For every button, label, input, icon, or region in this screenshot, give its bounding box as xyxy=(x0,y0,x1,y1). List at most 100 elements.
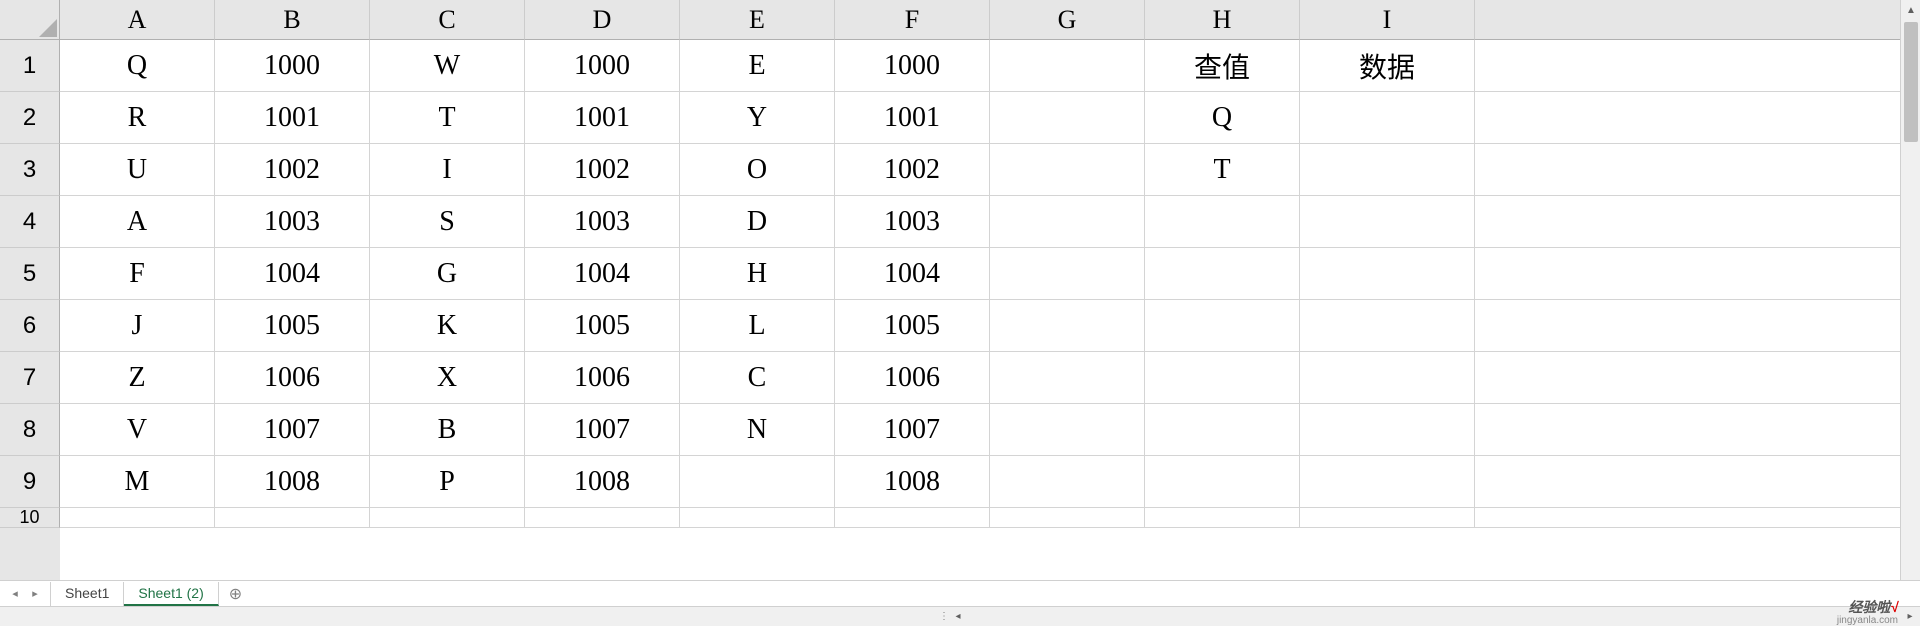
cell-a2[interactable]: R xyxy=(60,92,215,144)
cell-f9[interactable]: 1008 xyxy=(835,456,990,508)
select-all-corner[interactable] xyxy=(0,0,60,40)
cell-e6[interactable]: L xyxy=(680,300,835,352)
row-header-9[interactable]: 9 xyxy=(0,456,60,508)
cell-h9[interactable] xyxy=(1145,456,1300,508)
cell-h6[interactable] xyxy=(1145,300,1300,352)
cell-a4[interactable]: A xyxy=(60,196,215,248)
add-sheet-button[interactable]: ⊕ xyxy=(219,581,252,607)
cell-a7[interactable]: Z xyxy=(60,352,215,404)
cell-i8[interactable] xyxy=(1300,404,1475,456)
cell-i4[interactable] xyxy=(1300,196,1475,248)
cell-i9[interactable] xyxy=(1300,456,1475,508)
cell-a5[interactable]: F xyxy=(60,248,215,300)
cell-a1[interactable]: Q xyxy=(60,40,215,92)
cell-d5[interactable]: 1004 xyxy=(525,248,680,300)
row-header-6[interactable]: 6 xyxy=(0,300,60,352)
column-header-f[interactable]: F xyxy=(835,0,990,40)
cell-c8[interactable]: B xyxy=(370,404,525,456)
cell-f5[interactable]: 1004 xyxy=(835,248,990,300)
cell-h8[interactable] xyxy=(1145,404,1300,456)
cell-b8[interactable]: 1007 xyxy=(215,404,370,456)
column-header-c[interactable]: C xyxy=(370,0,525,40)
cell-g2[interactable] xyxy=(990,92,1145,144)
row-header-10[interactable]: 10 xyxy=(0,508,60,528)
column-header-d[interactable]: D xyxy=(525,0,680,40)
cell-h7[interactable] xyxy=(1145,352,1300,404)
cell-e3[interactable]: O xyxy=(680,144,835,196)
cell-i2[interactable] xyxy=(1300,92,1475,144)
cell-g8[interactable] xyxy=(990,404,1145,456)
cell-i10[interactable] xyxy=(1300,508,1475,528)
cell-c4[interactable]: S xyxy=(370,196,525,248)
cell-d8[interactable]: 1007 xyxy=(525,404,680,456)
cell-d3[interactable]: 1002 xyxy=(525,144,680,196)
cell-i1[interactable]: 数据 xyxy=(1300,40,1475,92)
cell-h3[interactable]: T xyxy=(1145,144,1300,196)
horizontal-scroll-track[interactable] xyxy=(968,610,1900,624)
cell-i7[interactable] xyxy=(1300,352,1475,404)
cell-e7[interactable]: C xyxy=(680,352,835,404)
column-header-i[interactable]: I xyxy=(1300,0,1475,40)
cell-b1[interactable]: 1000 xyxy=(215,40,370,92)
cell-g10[interactable] xyxy=(990,508,1145,528)
horizontal-scrollbar[interactable]: ⋮ ◂ ▸ xyxy=(0,606,1920,626)
cell-f4[interactable]: 1003 xyxy=(835,196,990,248)
cell-e9[interactable] xyxy=(680,456,835,508)
cell-d1[interactable]: 1000 xyxy=(525,40,680,92)
vertical-scroll-thumb[interactable] xyxy=(1904,22,1918,142)
cell-i5[interactable] xyxy=(1300,248,1475,300)
scroll-up-icon[interactable]: ▲ xyxy=(1901,0,1920,20)
row-header-8[interactable]: 8 xyxy=(0,404,60,456)
column-header-b[interactable]: B xyxy=(215,0,370,40)
split-handle-icon[interactable]: ⋮ xyxy=(940,607,948,627)
cell-b7[interactable]: 1006 xyxy=(215,352,370,404)
cell-g7[interactable] xyxy=(990,352,1145,404)
row-header-1[interactable]: 1 xyxy=(0,40,60,92)
scroll-right-icon[interactable]: ▸ xyxy=(1900,607,1920,627)
sheet-tab[interactable]: Sheet1 xyxy=(51,582,124,606)
cell-b5[interactable]: 1004 xyxy=(215,248,370,300)
cell-f3[interactable]: 1002 xyxy=(835,144,990,196)
cell-h5[interactable] xyxy=(1145,248,1300,300)
cell-f6[interactable]: 1005 xyxy=(835,300,990,352)
cell-i6[interactable] xyxy=(1300,300,1475,352)
cell-e1[interactable]: E xyxy=(680,40,835,92)
column-header-h[interactable]: H xyxy=(1145,0,1300,40)
cell-c10[interactable] xyxy=(370,508,525,528)
cell-a6[interactable]: J xyxy=(60,300,215,352)
cell-f1[interactable]: 1000 xyxy=(835,40,990,92)
cell-f8[interactable]: 1007 xyxy=(835,404,990,456)
tab-next-icon[interactable]: ▸ xyxy=(28,586,42,602)
cell-b2[interactable]: 1001 xyxy=(215,92,370,144)
vertical-scrollbar[interactable]: ▲ xyxy=(1900,0,1920,580)
cell-g6[interactable] xyxy=(990,300,1145,352)
column-header-a[interactable]: A xyxy=(60,0,215,40)
cell-b3[interactable]: 1002 xyxy=(215,144,370,196)
cell-d6[interactable]: 1005 xyxy=(525,300,680,352)
cell-b10[interactable] xyxy=(215,508,370,528)
scroll-left-icon[interactable]: ◂ xyxy=(948,607,968,627)
cell-f7[interactable]: 1006 xyxy=(835,352,990,404)
column-header-e[interactable]: E xyxy=(680,0,835,40)
cell-h4[interactable] xyxy=(1145,196,1300,248)
cell-c1[interactable]: W xyxy=(370,40,525,92)
cell-f10[interactable] xyxy=(835,508,990,528)
cell-h1[interactable]: 查值 xyxy=(1145,40,1300,92)
cell-h10[interactable] xyxy=(1145,508,1300,528)
row-header-5[interactable]: 5 xyxy=(0,248,60,300)
cell-b4[interactable]: 1003 xyxy=(215,196,370,248)
cell-c9[interactable]: P xyxy=(370,456,525,508)
cell-e8[interactable]: N xyxy=(680,404,835,456)
column-header-g[interactable]: G xyxy=(990,0,1145,40)
cell-e5[interactable]: H xyxy=(680,248,835,300)
cell-d4[interactable]: 1003 xyxy=(525,196,680,248)
row-header-7[interactable]: 7 xyxy=(0,352,60,404)
cell-e10[interactable] xyxy=(680,508,835,528)
cell-b6[interactable]: 1005 xyxy=(215,300,370,352)
cell-b9[interactable]: 1008 xyxy=(215,456,370,508)
tab-prev-icon[interactable]: ◂ xyxy=(8,586,22,602)
cell-d10[interactable] xyxy=(525,508,680,528)
cell-h2[interactable]: Q xyxy=(1145,92,1300,144)
cell-c5[interactable]: G xyxy=(370,248,525,300)
cell-c2[interactable]: T xyxy=(370,92,525,144)
